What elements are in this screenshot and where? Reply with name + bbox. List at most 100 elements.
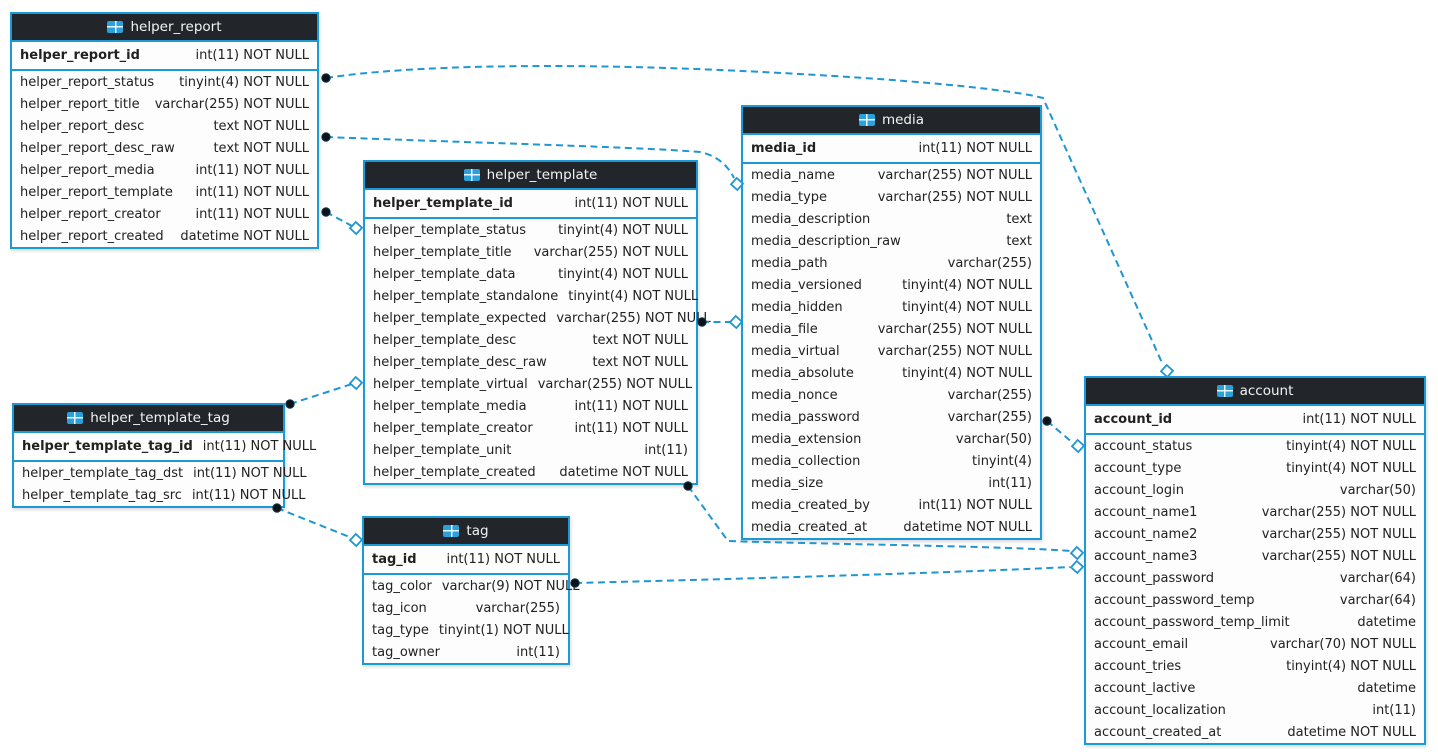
column-name: account_created_at — [1094, 724, 1222, 740]
field-row[interactable]: helper_report_created datetime NOT NULL — [12, 225, 317, 247]
field-row[interactable]: helper_template_created datetime NOT NULL — [365, 461, 696, 483]
field-row[interactable]: account_name3 varchar(255) NOT NULL — [1086, 545, 1424, 567]
column-name: media_id — [751, 141, 817, 156]
field-row[interactable]: account_tries tinyint(4) NOT NULL — [1086, 655, 1424, 677]
field-row[interactable]: tag_owner int(11) — [364, 641, 568, 663]
column-name: account_email — [1094, 636, 1189, 652]
field-row[interactable]: tag_icon varchar(255) — [364, 597, 568, 619]
field-row[interactable]: helper_template_desc text NOT NULL — [365, 329, 696, 351]
field-row[interactable]: account_password_temp varchar(64) — [1086, 589, 1424, 611]
field-row[interactable]: media_extension varchar(50) — [743, 428, 1040, 450]
field-row[interactable]: helper_template_tag_dst int(11) NOT NULL — [14, 462, 307, 484]
field-row[interactable]: media_name varchar(255) NOT NULL — [743, 164, 1040, 186]
field-row[interactable]: helper_report_template int(11) NOT NULL — [12, 181, 317, 203]
primary-key-row[interactable]: tag_id int(11) NOT NULL — [364, 546, 568, 573]
column-type: int(11) NOT NULL — [193, 465, 307, 481]
table-helper_template_tag[interactable]: helper_template_tag helper_template_tag_i… — [12, 403, 316, 508]
field-row[interactable]: account_name1 varchar(255) NOT NULL — [1086, 501, 1424, 523]
table-header-account[interactable]: account — [1086, 378, 1424, 406]
column-name: media_description_raw — [751, 233, 901, 249]
field-row[interactable]: helper_template_tag_src int(11) NOT NULL — [14, 484, 305, 506]
field-row[interactable]: media_absolute tinyint(4) NOT NULL — [743, 362, 1040, 384]
table-helper_template[interactable]: helper_template helper_template_id int(11)… — [363, 160, 711, 485]
relationship-endpoint-diamond — [348, 532, 364, 548]
column-name: media_size — [751, 475, 824, 491]
table-header-media[interactable]: media — [743, 107, 1040, 135]
field-row[interactable]: media_versioned tinyint(4) NOT NULL — [743, 274, 1040, 296]
column-name: account_name2 — [1094, 526, 1198, 542]
field-row[interactable]: helper_template_desc_raw text NOT NULL — [365, 351, 696, 373]
primary-key-section: helper_report_id int(11) NOT NULL — [12, 42, 317, 71]
primary-key-row[interactable]: helper_template_tag_id int(11) NOT NULL — [14, 433, 316, 460]
column-type: int(11) — [644, 442, 688, 458]
column-name: helper_template_id — [373, 196, 513, 211]
field-row[interactable]: media_collection tinyint(4) — [743, 450, 1040, 472]
field-row[interactable]: account_created_at datetime NOT NULL — [1086, 721, 1424, 743]
field-row[interactable]: helper_template_data tinyint(4) NOT NULL — [365, 263, 696, 285]
primary-key-row[interactable]: helper_template_id int(11) NOT NULL — [365, 190, 696, 217]
table-grid-icon — [107, 21, 124, 33]
field-row[interactable]: helper_template_status tinyint(4) NOT NUL… — [365, 219, 696, 241]
field-row[interactable]: helper_template_standalone tinyint(4) NOT… — [365, 285, 698, 307]
field-row[interactable]: helper_template_expected varchar(255) NOT… — [365, 307, 711, 329]
field-row[interactable]: account_type tinyint(4) NOT NULL — [1086, 457, 1424, 479]
table-tag[interactable]: tag tag_id int(11) NOT NULL tag_color varcha… — [362, 516, 580, 665]
column-type: text — [1006, 211, 1032, 227]
field-row[interactable]: helper_report_status tinyint(4) NOT NULL — [12, 71, 317, 93]
column-name: media_type — [751, 189, 828, 205]
field-row[interactable]: media_created_at datetime NOT NULL — [743, 516, 1040, 538]
primary-key-row[interactable]: media_id int(11) NOT NULL — [743, 135, 1040, 162]
table-media[interactable]: media media_id int(11) NOT NULL media_name v… — [741, 105, 1042, 540]
field-row[interactable]: account_status tinyint(4) NOT NULL — [1086, 435, 1424, 457]
table-header-helper_report[interactable]: helper_report — [12, 14, 317, 42]
column-type: text NOT NULL — [592, 354, 688, 370]
primary-key-row[interactable]: account_id int(11) NOT NULL — [1086, 406, 1424, 433]
field-row[interactable]: media_size int(11) — [743, 472, 1040, 494]
table-title: account — [1239, 383, 1294, 399]
table-header-helper_template_tag[interactable]: helper_template_tag — [14, 405, 283, 433]
field-row[interactable]: media_password varchar(255) — [743, 406, 1040, 428]
field-row[interactable]: helper_report_desc text NOT NULL — [12, 115, 317, 137]
field-row[interactable]: helper_report_media int(11) NOT NULL — [12, 159, 317, 181]
column-name: helper_template_standalone — [373, 288, 559, 304]
field-row[interactable]: helper_template_title varchar(255) NOT NU… — [365, 241, 696, 263]
field-row[interactable]: helper_template_creator int(11) NOT NULL — [365, 417, 696, 439]
column-type: int(11) NOT NULL — [446, 552, 560, 567]
field-row[interactable]: account_localization int(11) — [1086, 699, 1424, 721]
field-row[interactable]: helper_report_desc_raw text NOT NULL — [12, 137, 317, 159]
table-helper_report[interactable]: helper_report helper_report_id int(11) NOT… — [10, 12, 319, 249]
field-row[interactable]: tag_type tinyint(1) NOT NULL — [364, 619, 569, 641]
field-row[interactable]: account_login varchar(50) — [1086, 479, 1424, 501]
field-row[interactable]: account_password varchar(64) — [1086, 567, 1424, 589]
field-row[interactable]: account_lactive datetime — [1086, 677, 1424, 699]
column-type: datetime — [1357, 614, 1416, 630]
relationship-endpoint-diamond — [1070, 438, 1086, 454]
field-row[interactable]: tag_color varchar(9) NOT NULL — [364, 575, 580, 597]
field-row[interactable]: helper_template_media int(11) NOT NULL — [365, 395, 696, 417]
field-row[interactable]: account_name2 varchar(255) NOT NULL — [1086, 523, 1424, 545]
field-row[interactable]: media_file varchar(255) NOT NULL — [743, 318, 1040, 340]
field-row[interactable]: account_email varchar(70) NOT NULL — [1086, 633, 1424, 655]
field-row[interactable]: media_nonce varchar(255) — [743, 384, 1040, 406]
field-row[interactable]: media_description text — [743, 208, 1040, 230]
primary-key-row[interactable]: helper_report_id int(11) NOT NULL — [12, 42, 317, 69]
table-header-tag[interactable]: tag — [364, 518, 568, 546]
column-type: varchar(255) — [947, 387, 1032, 403]
field-row[interactable]: helper_template_virtual varchar(255) NOT … — [365, 373, 696, 395]
column-name: helper_report_title — [20, 96, 140, 112]
column-type: int(11) NOT NULL — [574, 196, 688, 211]
column-type: int(11) NOT NULL — [195, 184, 309, 200]
field-row[interactable]: media_hidden tinyint(4) NOT NULL — [743, 296, 1040, 318]
table-header-helper_template[interactable]: helper_template — [365, 162, 696, 190]
field-row[interactable]: media_description_raw text — [743, 230, 1040, 252]
field-row[interactable]: media_type varchar(255) NOT NULL — [743, 186, 1040, 208]
field-row[interactable]: media_path varchar(255) — [743, 252, 1040, 274]
field-row[interactable]: media_created_by int(11) NOT NULL — [743, 494, 1040, 516]
field-row[interactable]: helper_report_title varchar(255) NOT NULL — [12, 93, 317, 115]
field-row[interactable]: account_password_temp_limit datetime — [1086, 611, 1424, 633]
field-row[interactable]: helper_template_unit int(11) — [365, 439, 696, 461]
field-row[interactable]: helper_report_creator int(11) NOT NULL — [12, 203, 317, 225]
table-account[interactable]: account account_id int(11) NOT NULL account… — [1084, 376, 1426, 745]
column-name: account_tries — [1094, 658, 1182, 674]
field-row[interactable]: media_virtual varchar(255) NOT NULL — [743, 340, 1040, 362]
